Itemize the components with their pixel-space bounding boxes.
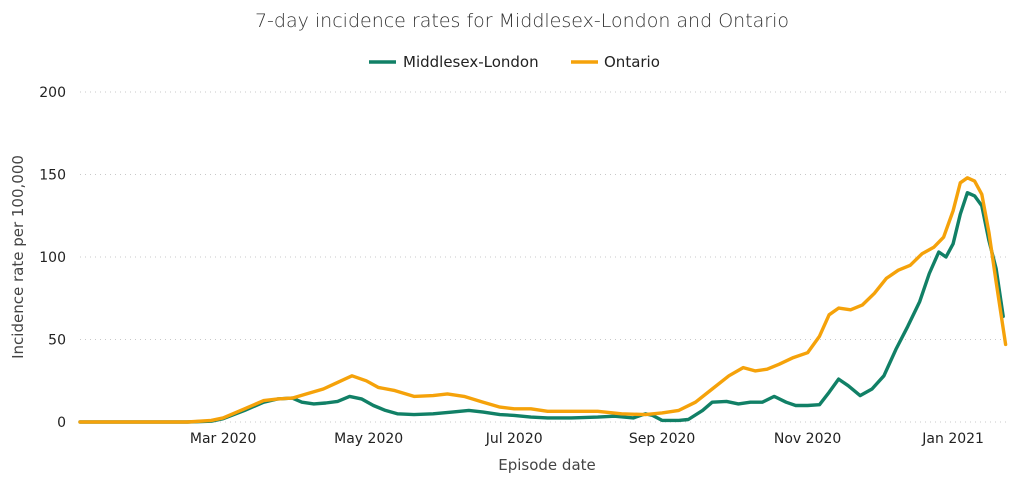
legend-label-ontario: Ontario: [604, 53, 660, 71]
x-tick-label-jul-2020: Jul 2020: [485, 431, 543, 447]
y-axis-ticks: 0 50 100 150 200: [39, 85, 66, 431]
x-axis-label: Episode date: [498, 456, 596, 474]
x-tick-label-jan-2021: Jan 2021: [921, 431, 984, 447]
x-tick-label-sep-2020: Sep 2020: [629, 431, 695, 447]
legend[interactable]: Middlesex-London Ontario: [369, 53, 660, 71]
series-line-middlesex-london: [78, 191, 1005, 424]
y-tick-label-0: 0: [57, 415, 66, 431]
y-tick-label-100: 100: [39, 250, 66, 266]
series-group: [78, 176, 1008, 424]
legend-label-middlesex-london: Middlesex-London: [403, 53, 539, 71]
chart-title: 7-day incidence rates for Middlesex-Lond…: [255, 10, 789, 32]
y-tick-label-200: 200: [39, 85, 66, 101]
series-line-ontario: [78, 176, 1008, 424]
x-axis-ticks: Mar 2020 May 2020 Jul 2020 Sep 2020 Nov 2020…: [190, 431, 984, 447]
y-tick-label-150: 150: [39, 168, 66, 184]
y-tick-label-50: 50: [48, 333, 66, 349]
x-tick-label-nov-2020: Nov 2020: [774, 431, 841, 447]
gridlines: [80, 91, 1008, 423]
x-tick-label-may-2020: May 2020: [334, 431, 403, 447]
x-tick-label-mar-2020: Mar 2020: [190, 431, 257, 447]
y-axis-label: Incidence rate per 100,000: [9, 155, 27, 359]
